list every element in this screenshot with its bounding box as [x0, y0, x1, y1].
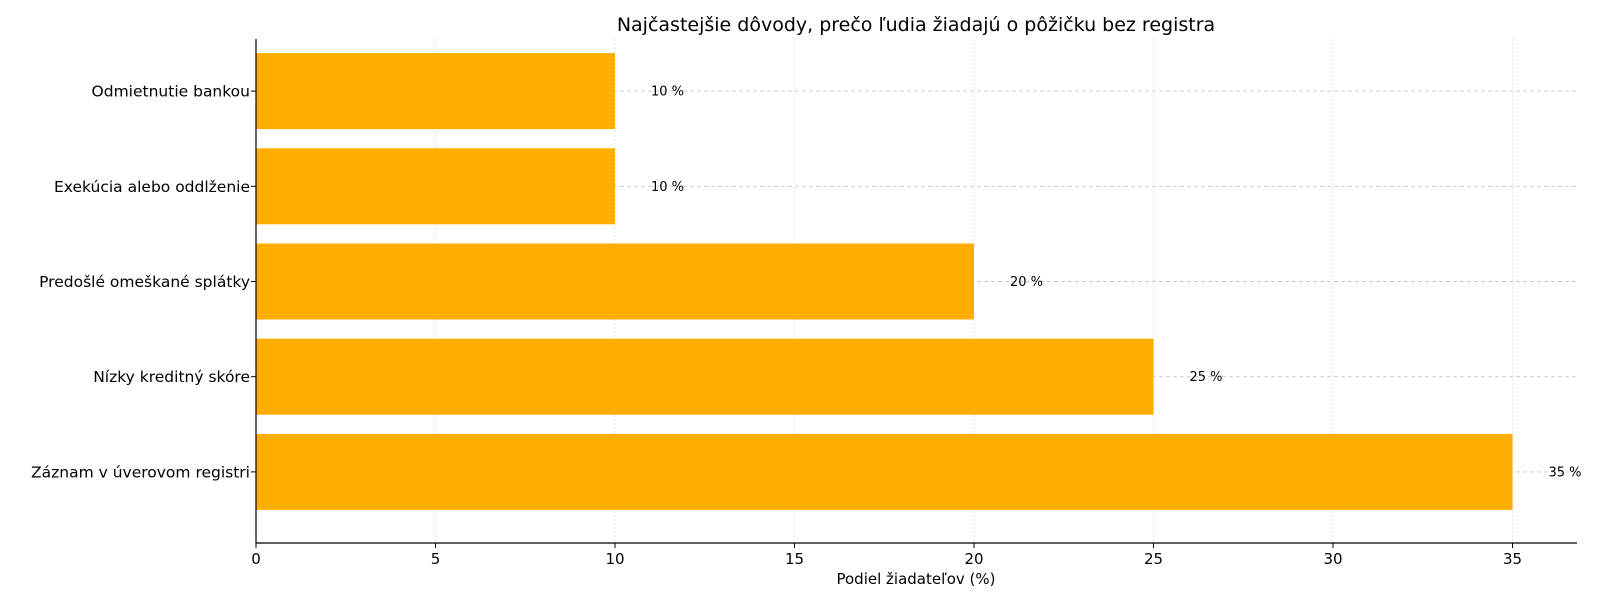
bar — [256, 243, 974, 320]
x-tick-label: 0 — [251, 550, 261, 568]
category-label: Záznam v úverovom registri — [31, 463, 250, 481]
bars — [256, 53, 1513, 510]
x-tick-label: 30 — [1323, 550, 1342, 568]
x-tick-label: 20 — [964, 550, 983, 568]
axes: 0 5 10 15 20 25 30 35 — [251, 39, 1577, 568]
category-label: Odmietnutie bankou — [92, 83, 250, 101]
data-labels: 10 % 10 % 20 % 25 % 35 % — [651, 85, 1582, 481]
bar-value-label: 10 % — [651, 180, 684, 195]
bar-value-label: 25 % — [1190, 370, 1223, 385]
chart-title: Najčastejšie dôvody, prečo ľudia žiadajú… — [617, 14, 1215, 36]
x-tick-label: 25 — [1144, 550, 1163, 568]
x-tick-label: 5 — [431, 550, 441, 568]
x-tick-label: 35 — [1503, 550, 1522, 568]
bar-value-label: 35 % — [1549, 465, 1582, 480]
bar — [256, 338, 1154, 415]
bar-value-label: 10 % — [651, 85, 684, 100]
bar — [256, 53, 615, 130]
bar — [256, 433, 1513, 510]
category-label: Predošlé omeškané splátky — [39, 273, 250, 291]
category-labels: Odmietnutie bankou Exekúcia alebo oddlžen… — [31, 83, 250, 482]
x-axis-label: Podiel žiadateľov (%) — [836, 570, 995, 588]
category-label: Nízky kreditný skóre — [93, 368, 250, 386]
bar-value-label: 20 % — [1010, 275, 1043, 290]
x-tick-label: 10 — [605, 550, 624, 568]
x-tick-label: 15 — [785, 550, 804, 568]
category-label: Exekúcia alebo oddlženie — [54, 178, 250, 196]
bar — [256, 148, 615, 225]
